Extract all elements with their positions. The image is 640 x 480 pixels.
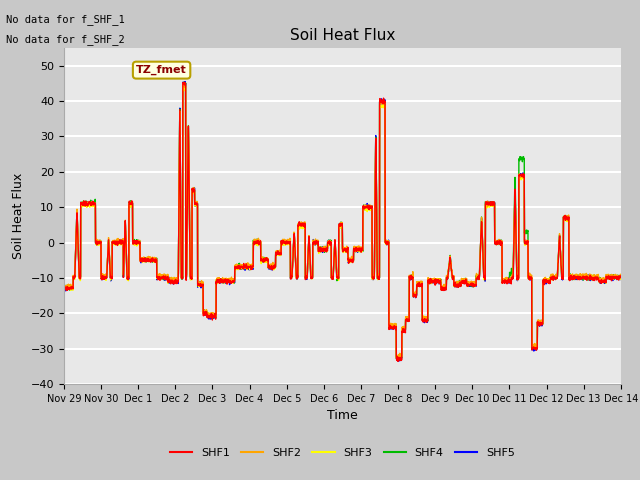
Legend: SHF1, SHF2, SHF3, SHF4, SHF5: SHF1, SHF2, SHF3, SHF4, SHF5 xyxy=(166,444,519,462)
Text: TZ_fmet: TZ_fmet xyxy=(136,65,187,75)
Text: No data for f_SHF_1: No data for f_SHF_1 xyxy=(6,14,125,25)
Text: No data for f_SHF_2: No data for f_SHF_2 xyxy=(6,34,125,45)
Y-axis label: Soil Heat Flux: Soil Heat Flux xyxy=(12,173,25,259)
X-axis label: Time: Time xyxy=(327,409,358,422)
Title: Soil Heat Flux: Soil Heat Flux xyxy=(290,28,395,43)
